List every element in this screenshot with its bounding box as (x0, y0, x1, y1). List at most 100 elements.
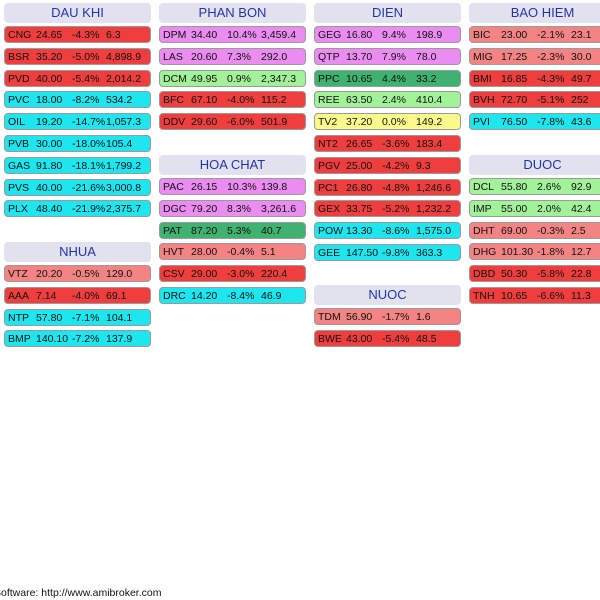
stock-tile-nt2[interactable]: NT2 26.65 -3.6% 183.4 (314, 135, 461, 152)
price: 16.80 (346, 29, 373, 41)
percent-change: -5.4% (72, 72, 100, 85)
stock-tile-bvh[interactable]: BVH 72.70 -5.1% 252 (469, 91, 600, 109)
stock-tile-plx[interactable]: PLX 48.40 -21.9% 2,375.7 (4, 200, 151, 218)
stock-tile-oil[interactable]: OIL 19.20 -14.7% 1,057.3 (4, 113, 151, 131)
stock-tile-dhg[interactable]: DHG 101.30 -1.8% 12.7 (469, 243, 600, 261)
stock-tile-pow[interactable]: POW 13.30 -8.6% 1,575.0 (314, 222, 461, 240)
percent-change: -4.0% (72, 289, 100, 302)
percent-change: -1.7% (382, 311, 410, 323)
price: 29.00 (191, 268, 218, 281)
price: 13.30 (346, 225, 373, 238)
stock-tile-bwe[interactable]: BWE 43.00 -5.4% 48.5 (314, 329, 461, 347)
percent-change: -3.6% (382, 138, 410, 150)
stock-tile-dbd[interactable]: DBD 50.30 -5.8% 22.8 (469, 265, 600, 283)
stock-tile-bsr[interactable]: BSR 35.20 -5.0% 4,898.9 (4, 47, 151, 65)
percent-change: -1.8% (537, 246, 565, 259)
percent-change: 7.3% (227, 50, 251, 63)
stock-tile-bfc[interactable]: BFC 67.10 -4.0% 115.2 (159, 91, 306, 109)
percent-change: -8.2% (72, 94, 100, 107)
price: 40.00 (36, 181, 63, 194)
stock-tile-qtp[interactable]: QTP 13.70 7.9% 78.0 (314, 47, 461, 65)
trade-value: 4,898.9 (106, 50, 142, 63)
stock-tile-dcl[interactable]: DCL 55.80 2.6% 92.9 (469, 178, 600, 195)
stock-tile-tnh[interactable]: TNH 10.65 -6.6% 11.3 (469, 287, 600, 304)
stock-tile-dpm[interactable]: DPM 34.40 10.4% 3,459.4 (159, 26, 306, 43)
stock-tile-bic[interactable]: BIC 23.00 -2.1% 23.1 (469, 26, 600, 43)
stock-tile-drc[interactable]: DRC 14.20 -8.4% 46.9 (159, 287, 306, 304)
price: 14.20 (191, 290, 218, 302)
ticker-symbol: DDV (163, 116, 186, 129)
ticker-symbol: PPC (318, 72, 340, 85)
ticker-symbol: TNH (473, 290, 495, 302)
trade-value: 3,459.4 (261, 29, 297, 41)
price: 34.40 (191, 29, 218, 41)
stock-tile-tv2[interactable]: TV2 37.20 0.0% 149.2 (314, 113, 461, 131)
percent-change: -7.2% (72, 333, 100, 346)
percent-change: -2.3% (537, 50, 565, 63)
ticker-symbol: VTZ (8, 268, 28, 280)
price: 69.00 (501, 224, 528, 237)
ticker-symbol: PVI (473, 116, 490, 129)
trade-value: 2.5 (571, 224, 586, 237)
ticker-symbol: MIG (473, 50, 493, 63)
percent-change: -7.1% (72, 311, 100, 324)
stock-tile-cng[interactable]: CNG 24.65 -4.3% 6.3 (4, 26, 151, 43)
stock-tile-pgv[interactable]: PGV 25.00 -4.2% 9.3 (314, 156, 461, 174)
stock-tile-gee[interactable]: GEE 147.50 -9.8% 363.3 (314, 244, 461, 261)
trade-value: 1.6 (416, 311, 431, 323)
percent-change: -4.3% (537, 72, 565, 85)
ticker-symbol: BWE (318, 332, 342, 345)
group-header-duoc: DUOC (469, 155, 600, 175)
stock-tile-gas[interactable]: GAS 91.80 -18.1% 1,799.2 (4, 156, 151, 174)
price: 48.40 (36, 203, 63, 216)
stock-tile-dcm[interactable]: DCM 49.95 0.9% 2,347.3 (159, 69, 306, 87)
stock-tile-pvc[interactable]: PVC 18.00 -8.2% 534.2 (4, 91, 151, 109)
percent-change: -4.0% (227, 94, 255, 107)
stock-tile-hvt[interactable]: HVT 28.00 -0.4% 5.1 (159, 243, 306, 261)
stock-tile-aaa[interactable]: AAA 7.14 -4.0% 69.1 (4, 286, 151, 304)
ticker-symbol: HVT (163, 246, 184, 259)
group-header-dau-khi: DAU KHI (4, 3, 151, 23)
stock-tile-geg[interactable]: GEG 16.80 9.4% 198.9 (314, 26, 461, 43)
stock-tile-csv[interactable]: CSV 29.00 -3.0% 220.4 (159, 265, 306, 283)
stock-tile-pvb[interactable]: PVB 30.00 -18.0% 105.4 (4, 135, 151, 152)
trade-value: 1,575.0 (416, 225, 452, 238)
ticker-symbol: NT2 (318, 138, 338, 150)
stock-tile-ppc[interactable]: PPC 10.65 4.4% 33.2 (314, 69, 461, 87)
stock-tile-bmi[interactable]: BMI 16.85 -4.3% 49.7 (469, 69, 600, 87)
stock-tile-pvi[interactable]: PVI 76.50 -7.8% 43.6 (469, 113, 600, 131)
stock-tile-pc1[interactable]: PC1 26.80 -4.8% 1,246.6 (314, 178, 461, 196)
stock-tile-ree[interactable]: REE 63.50 2.4% 410.4 (314, 91, 461, 109)
ticker-symbol: DCM (163, 72, 187, 85)
percent-change: -9.8% (382, 247, 410, 259)
stock-tile-pac[interactable]: PAC 26.15 10.3% 139.8 (159, 178, 306, 195)
stock-tile-pvs[interactable]: PVS 40.00 -21.6% 3,000.8 (4, 178, 151, 196)
stock-tile-imp[interactable]: IMP 55.00 2.0% 42.4 (469, 199, 600, 217)
price: 26.80 (346, 181, 373, 194)
percent-change: -8.4% (227, 290, 255, 302)
stock-tile-gex[interactable]: GEX 33.75 -5.2% 1,232.2 (314, 200, 461, 218)
trade-value: 115.2 (261, 94, 287, 107)
trade-value: 252 (571, 94, 589, 107)
percent-change: -3.0% (227, 268, 255, 281)
stock-tile-ntp[interactable]: NTP 57.80 -7.1% 104.1 (4, 308, 151, 326)
stock-tile-pvd[interactable]: PVD 40.00 -5.4% 2,014.2 (4, 69, 151, 87)
stock-tile-dgc[interactable]: DGC 79.20 8.3% 3,261.6 (159, 199, 306, 217)
percent-change: -14.7% (72, 116, 106, 129)
trade-value: 1,799.2 (106, 159, 142, 172)
trade-value: 12.7 (571, 246, 592, 259)
percent-change: 0.9% (227, 72, 251, 85)
percent-change: -8.6% (382, 225, 410, 238)
stock-tile-bmp[interactable]: BMP 140.10 -7.2% 137.9 (4, 330, 151, 348)
stock-tile-pat[interactable]: PAT 87.20 5.3% 40.7 (159, 221, 306, 239)
stock-tile-vtz[interactable]: VTZ 20.20 -0.5% 129.0 (4, 265, 151, 282)
stock-tile-ddv[interactable]: DDV 29.60 -6.0% 501.9 (159, 113, 306, 131)
price: 43.00 (346, 332, 373, 345)
trade-value: 363.3 (416, 247, 443, 259)
stock-tile-mig[interactable]: MIG 17.25 -2.3% 30.0 (469, 47, 600, 65)
stock-tile-tdm[interactable]: TDM 56.90 -1.7% 1.6 (314, 308, 461, 325)
stock-tile-dht[interactable]: DHT 69.00 -0.3% 2.5 (469, 221, 600, 239)
trade-value: 42.4 (571, 202, 592, 215)
stock-tile-las[interactable]: LAS 20.60 7.3% 292.0 (159, 47, 306, 65)
price: 33.75 (346, 203, 373, 216)
